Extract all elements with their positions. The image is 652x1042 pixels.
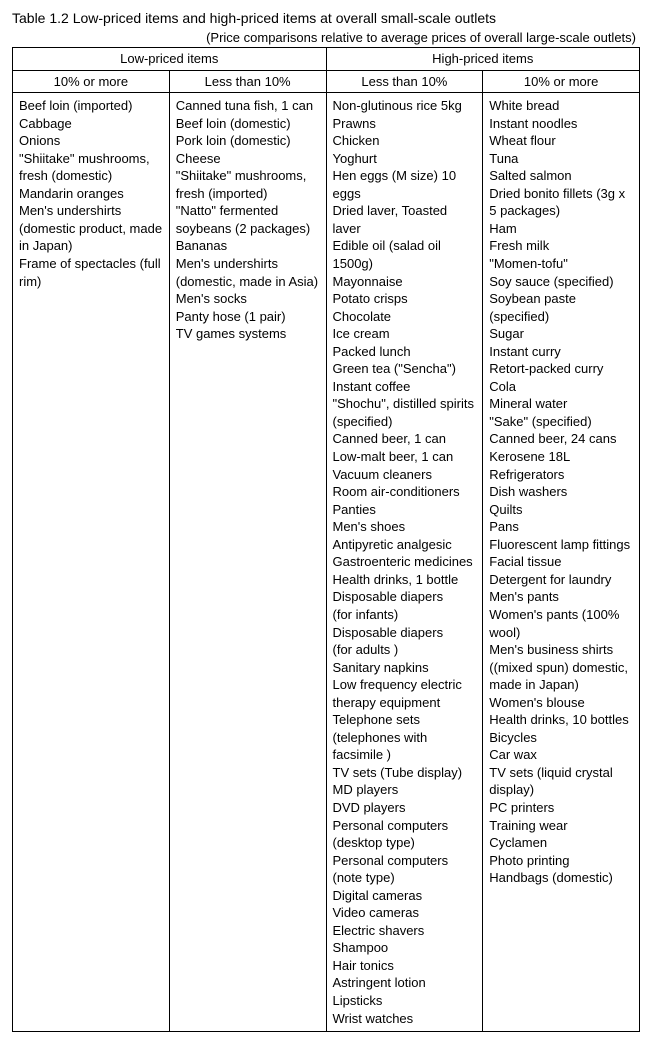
table-title: Table 1.2 Low-priced items and high-pric… <box>12 10 640 26</box>
header-col3: Less than 10% <box>326 70 483 93</box>
header-col2: Less than 10% <box>169 70 326 93</box>
header-high: High-priced items <box>326 48 640 71</box>
cell-low-10more: Beef loin (imported) Cabbage Onions "Shi… <box>13 93 170 1032</box>
header-col1: 10% or more <box>13 70 170 93</box>
cell-high-less10: Non-glutinous rice 5kg Prawns Chicken Yo… <box>326 93 483 1032</box>
header-low: Low-priced items <box>13 48 327 71</box>
header-col4: 10% or more <box>483 70 640 93</box>
cell-high-10more: White bread Instant noodles Wheat flour … <box>483 93 640 1032</box>
table-subtitle: (Price comparisons relative to average p… <box>12 30 640 45</box>
cell-low-less10: Canned tuna fish, 1 can Beef loin (domes… <box>169 93 326 1032</box>
price-table: Low-priced items High-priced items 10% o… <box>12 47 640 1032</box>
